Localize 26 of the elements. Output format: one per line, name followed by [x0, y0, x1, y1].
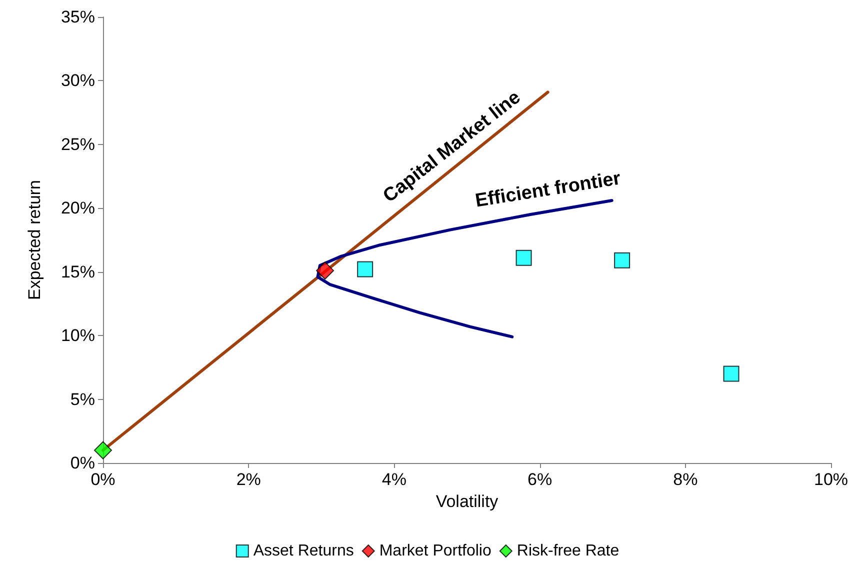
annotation: Efficient frontier: [474, 168, 623, 212]
y-tick-label: 35%: [60, 8, 95, 26]
y-tick-label: 15%: [60, 262, 95, 282]
y-tick-label: 20%: [60, 198, 95, 218]
point: [723, 366, 740, 382]
x-tick-label: 6%: [528, 470, 552, 489]
legend-label: Market Portfolio: [379, 542, 492, 560]
x-tick-label: 10%: [814, 470, 848, 489]
point: [357, 261, 374, 278]
y-tick-label: 10%: [60, 326, 95, 346]
y-tick-label: 0%: [70, 454, 95, 472]
point: [94, 441, 112, 460]
point: [516, 250, 532, 266]
point: [316, 262, 334, 280]
x-tick-label: 2%: [236, 470, 261, 489]
x-axis-title: Volatility: [436, 492, 499, 511]
x-tick-label: 4%: [382, 470, 406, 489]
y-tick-label: 5%: [70, 390, 95, 409]
legend-label: Asset Returns: [253, 542, 354, 560]
y-axis-title: Expected return: [25, 180, 44, 300]
x-tick-label: 8%: [673, 470, 698, 489]
y-tick-label: 30%: [60, 71, 95, 90]
x-tick-label: 0%: [90, 470, 116, 489]
legend-label: Risk-free Rate: [516, 542, 620, 560]
point: [614, 252, 630, 268]
y-tick-label: 25%: [60, 134, 95, 154]
